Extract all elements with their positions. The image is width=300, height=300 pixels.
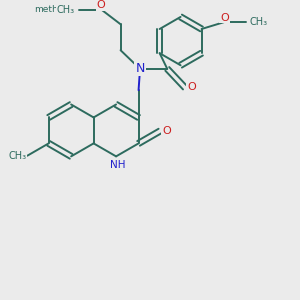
Text: CH₃: CH₃	[57, 5, 75, 15]
Text: CH₃: CH₃	[250, 16, 268, 27]
Text: O: O	[97, 0, 105, 10]
Text: O: O	[220, 13, 229, 22]
Text: N: N	[135, 61, 145, 74]
Text: methoxy: methoxy	[34, 4, 74, 14]
Text: methoxy: methoxy	[73, 7, 80, 8]
Text: CH₃: CH₃	[9, 151, 27, 161]
Text: O: O	[162, 126, 171, 136]
Text: O: O	[187, 82, 196, 92]
Text: NH: NH	[110, 160, 125, 170]
